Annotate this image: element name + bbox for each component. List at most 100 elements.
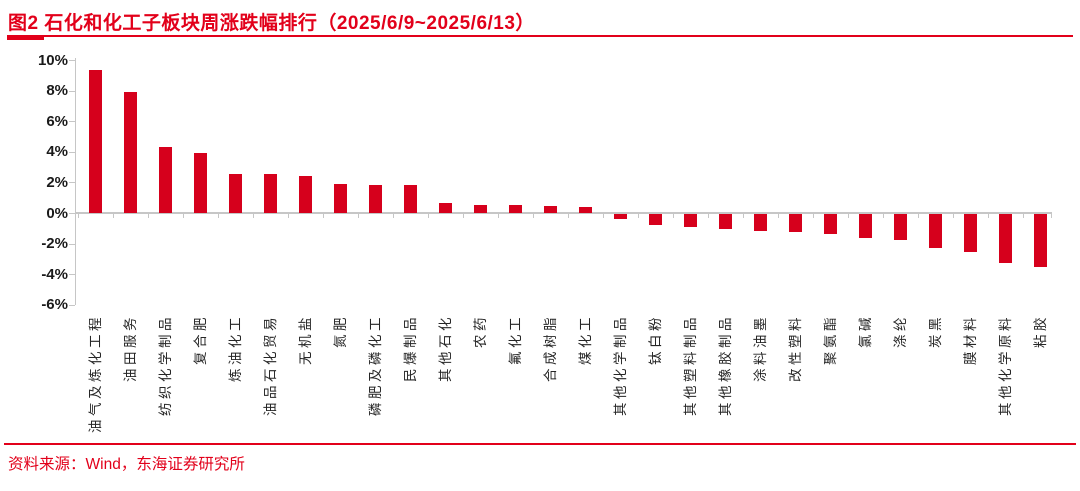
x-axis-label: 聚氨酯 (823, 313, 838, 365)
chart-bar (823, 214, 837, 234)
y-axis-line (75, 58, 76, 305)
chart-bar (788, 214, 802, 233)
chart-bar (683, 214, 697, 227)
x-axis-tick (112, 214, 114, 218)
chart-bar (543, 206, 557, 213)
chart-bar (928, 214, 942, 249)
x-axis-label: 无机盐 (298, 313, 313, 365)
y-axis-label: 4% (46, 143, 68, 161)
x-axis-label-text: 油田服务 (122, 314, 138, 382)
y-axis-label: -2% (41, 235, 68, 253)
x-axis-label: 农药 (473, 313, 488, 348)
chart-bar (333, 183, 347, 213)
chart-bar (88, 69, 102, 213)
x-axis-label: 氮肥 (333, 313, 348, 348)
chart-bar (228, 173, 242, 213)
x-axis-label: 膜材料 (963, 313, 978, 365)
x-axis-label: 油品石化贸易 (263, 313, 278, 416)
figure-title: 图2 石化和化工子板块周涨跌幅排行（2025/6/9~2025/6/13） (8, 13, 535, 34)
x-axis-label-text: 其他化学制品 (612, 314, 628, 416)
x-axis-label-text: 复合肥 (192, 314, 208, 365)
y-axis-tick (69, 90, 75, 92)
x-axis-label-text: 油气及炼化工程 (87, 314, 103, 433)
x-axis-tick (497, 214, 499, 218)
x-axis-tick (812, 214, 814, 218)
x-axis-label-text: 聚氨酯 (822, 314, 838, 365)
chart-bar (158, 147, 172, 213)
x-axis-tick (1051, 214, 1052, 218)
x-axis-label: 粘胶 (1033, 313, 1048, 348)
title-underline-accent (7, 37, 44, 40)
footer-rule (4, 443, 1076, 445)
x-axis-tick (777, 214, 779, 218)
x-axis-label-text: 油品石化贸易 (262, 314, 278, 416)
x-axis-tick (602, 214, 604, 218)
x-axis-label-text: 炭黑 (927, 314, 943, 348)
title-underline (7, 35, 1073, 37)
source-note: 资料来源：Wind，东海证券研究所 (8, 456, 245, 473)
chart-bar (613, 214, 627, 219)
x-axis-label-text: 其他化学原料 (997, 314, 1013, 416)
x-axis-zero-line (75, 212, 1052, 214)
x-axis-label-text: 涤纶 (892, 314, 908, 348)
chart-bar (508, 205, 522, 213)
chart-bar (718, 214, 732, 230)
x-axis-tick (672, 214, 674, 218)
x-axis-tick (847, 214, 849, 218)
x-axis-label: 油气及炼化工程 (88, 313, 103, 433)
x-axis-label: 涂料油墨 (753, 313, 768, 382)
x-axis-label: 复合肥 (193, 313, 208, 365)
chart-bar (578, 206, 592, 213)
x-axis-tick (987, 214, 989, 218)
x-axis-tick (427, 214, 429, 218)
x-axis-label: 煤化工 (578, 313, 593, 365)
x-axis-tick (952, 214, 954, 218)
x-axis-label-text: 合成树脂 (542, 314, 558, 382)
y-axis-label: 0% (46, 204, 68, 222)
x-axis-tick (707, 214, 709, 218)
x-axis-label-text: 氟化工 (507, 314, 523, 365)
x-axis-label: 涤纶 (893, 313, 908, 348)
x-axis-tick (217, 214, 219, 218)
chart-bar (298, 176, 312, 213)
chart-bar (648, 214, 662, 226)
x-axis-label-text: 纺织化学制品 (157, 314, 173, 416)
y-axis-tick (69, 274, 75, 276)
chart-bar (998, 214, 1012, 263)
chart-bar (368, 184, 382, 213)
x-axis-label-text: 民爆制品 (402, 314, 418, 382)
chart-bar (438, 203, 452, 213)
x-axis-label: 民爆制品 (403, 313, 418, 382)
x-axis-label-text: 炼油化工 (227, 314, 243, 382)
x-axis-label-text: 钛白粉 (647, 314, 663, 365)
chart-bar (753, 214, 767, 231)
x-axis-tick (532, 214, 534, 218)
x-axis-label-text: 涂料油墨 (752, 314, 768, 382)
x-axis-tick (567, 214, 569, 218)
x-axis-label-text: 其他塑料制品 (682, 314, 698, 416)
x-axis-label-text: 改性塑料 (787, 314, 803, 382)
x-axis-label: 其他石化 (438, 313, 453, 382)
x-axis-label: 其他化学原料 (998, 313, 1013, 416)
x-axis-label: 炼油化工 (228, 313, 243, 382)
y-axis-label: -6% (41, 296, 68, 314)
y-axis-label: -4% (41, 265, 68, 283)
y-axis-tick (69, 151, 75, 153)
y-axis-label: 10% (37, 51, 68, 69)
x-axis-tick (882, 214, 884, 218)
chart-bar (123, 92, 137, 213)
x-axis-label: 其他橡胶制品 (718, 313, 733, 416)
y-axis-tick (69, 213, 75, 214)
y-axis-label: 2% (46, 173, 68, 191)
x-axis-label: 改性塑料 (788, 313, 803, 382)
x-axis-label: 钛白粉 (648, 313, 663, 365)
chart-bar (963, 214, 977, 253)
x-axis-tick (1022, 214, 1024, 218)
chart-bar (1033, 214, 1047, 267)
x-axis-label: 炭黑 (928, 313, 943, 348)
chart-bar (473, 204, 487, 213)
x-axis-label: 氯碱 (858, 313, 873, 348)
chart-bar (403, 185, 417, 213)
x-axis-tick (742, 214, 744, 218)
